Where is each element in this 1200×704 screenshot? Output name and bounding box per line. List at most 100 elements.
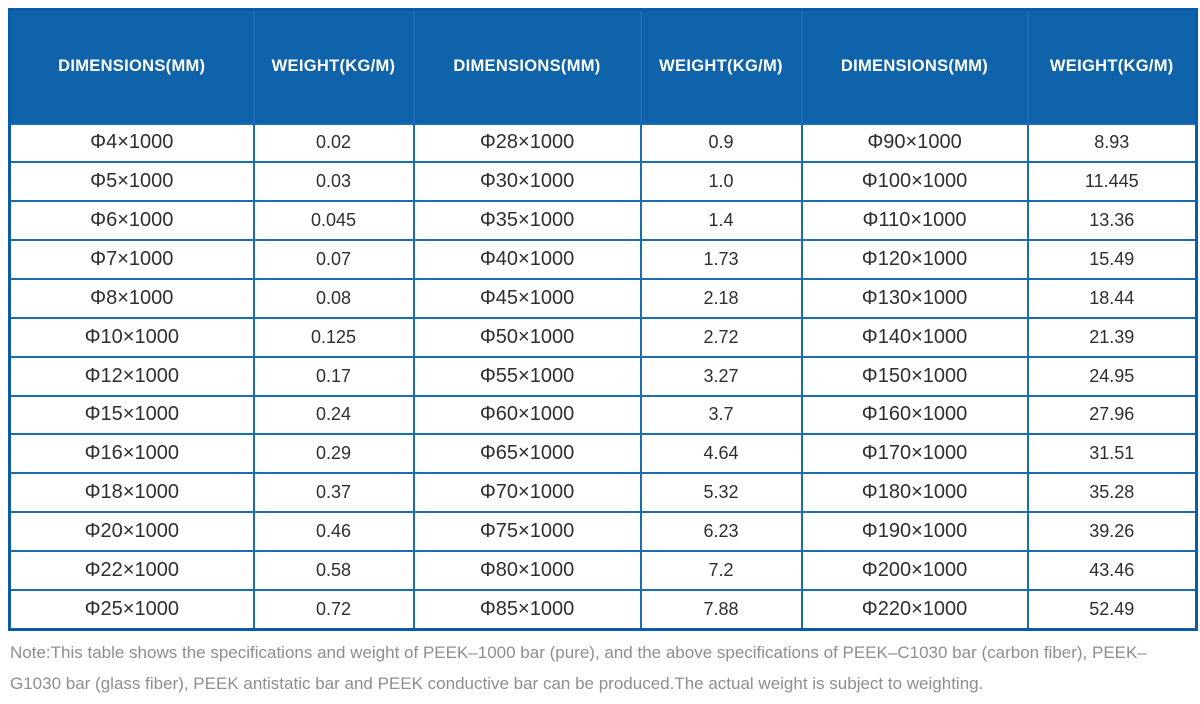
weight-cell: 0.58 [252,549,415,591]
weight-cell: 7.2 [639,549,803,591]
weight-cell: 39.26 [1026,511,1198,552]
dimension-cell: Φ30×1000 [412,161,642,203]
weight-cell: 35.28 [1026,472,1198,514]
weight-cell: 52.49 [1026,588,1198,631]
dimension-cell: Φ160×1000 [800,394,1029,436]
dimension-cell: Φ35×1000 [412,200,642,242]
dimension-cell: Φ65×1000 [412,433,642,475]
table-body: Φ4×1000 0.02 Φ28×1000 0.9 Φ90×1000 8.93 Φ5×100… [8,122,1198,631]
dimension-cell: Φ16×1000 [8,433,255,475]
weight-cell: 0.03 [252,161,415,203]
dimension-cell: Φ200×1000 [800,549,1029,591]
dimension-cell: Φ90×1000 [800,122,1029,164]
table-row: Φ22×1000 0.58 Φ80×1000 7.2 Φ200×1000 43.46 [8,549,1198,591]
weight-cell: 3.27 [639,355,803,397]
table-row: Φ16×1000 0.29 Φ65×1000 4.64 Φ170×1000 31.51 [8,433,1198,475]
table-row: Φ8×1000 0.08 Φ45×1000 2.18 Φ130×1000 18.44 [8,277,1198,319]
weight-cell: 1.0 [639,161,803,203]
table-row: Φ25×1000 0.72 Φ85×1000 7.88 Φ220×1000 52.49 [8,588,1198,631]
weight-cell: 5.32 [639,472,803,514]
col-header-dimensions-3: DIMENSIONS(MM) [800,8,1029,125]
table-row: Φ10×1000 0.125 Φ50×1000 2.72 Φ140×1000 21.39 [8,316,1198,358]
peek-bar-spec-table: DIMENSIONS(MM) WEIGHT(KG/M) DIMENSIONS(M… [8,8,1198,631]
col-header-weight-2: WEIGHT(KG/M) [639,8,803,125]
dimension-cell: Φ220×1000 [800,588,1029,631]
weight-cell: 0.02 [252,122,415,164]
dimension-cell: Φ55×1000 [412,355,642,397]
weight-cell: 0.07 [252,239,415,280]
dimension-cell: Φ120×1000 [800,239,1029,280]
weight-cell: 0.045 [252,200,415,242]
dimension-cell: Φ15×1000 [8,394,255,436]
weight-cell: 0.72 [252,588,415,631]
dimension-cell: Φ60×1000 [412,394,642,436]
dimension-cell: Φ50×1000 [412,316,642,358]
dimension-cell: Φ8×1000 [8,277,255,319]
weight-cell: 1.4 [639,200,803,242]
col-header-dimensions-1: DIMENSIONS(MM) [8,8,255,125]
weight-cell: 0.9 [639,122,803,164]
dimension-cell: Φ180×1000 [800,472,1029,514]
header-row: DIMENSIONS(MM) WEIGHT(KG/M) DIMENSIONS(M… [8,8,1198,125]
weight-cell: 27.96 [1026,394,1198,436]
weight-cell: 0.37 [252,472,415,514]
weight-cell: 11.445 [1026,161,1198,203]
dimension-cell: Φ6×1000 [8,200,255,242]
table-row: Φ20×1000 0.46 Φ75×1000 6.23 Φ190×1000 39.26 [8,511,1198,552]
weight-cell: 1.73 [639,239,803,280]
dimension-cell: Φ10×1000 [8,316,255,358]
dimension-cell: Φ20×1000 [8,511,255,552]
weight-cell: 4.64 [639,433,803,475]
table-row: Φ5×1000 0.03 Φ30×1000 1.0 Φ100×1000 11.445 [8,161,1198,203]
weight-cell: 6.23 [639,511,803,552]
dimension-cell: Φ170×1000 [800,433,1029,475]
table-row: Φ15×1000 0.24 Φ60×1000 3.7 Φ160×1000 27.96 [8,394,1198,436]
weight-cell: 7.88 [639,588,803,631]
weight-cell: 43.46 [1026,549,1198,591]
weight-cell: 0.125 [252,316,415,358]
table-row: Φ4×1000 0.02 Φ28×1000 0.9 Φ90×1000 8.93 [8,122,1198,164]
dimension-cell: Φ110×1000 [800,200,1029,242]
dimension-cell: Φ190×1000 [800,511,1029,552]
dimension-cell: Φ130×1000 [800,277,1029,319]
col-header-dimensions-2: DIMENSIONS(MM) [412,8,642,125]
dimension-cell: Φ85×1000 [412,588,642,631]
dimension-cell: Φ22×1000 [8,549,255,591]
dimension-cell: Φ140×1000 [800,316,1029,358]
dimension-cell: Φ40×1000 [412,239,642,280]
table-row: Φ12×1000 0.17 Φ55×1000 3.27 Φ150×1000 24.95 [8,355,1198,397]
weight-cell: 0.29 [252,433,415,475]
dimension-cell: Φ7×1000 [8,239,255,280]
weight-cell: 13.36 [1026,200,1198,242]
table-row: Φ7×1000 0.07 Φ40×1000 1.73 Φ120×1000 15.49 [8,239,1198,280]
table-row: Φ18×1000 0.37 Φ70×1000 5.32 Φ180×1000 35.28 [8,472,1198,514]
weight-cell: 0.08 [252,277,415,319]
weight-cell: 3.7 [639,394,803,436]
weight-cell: 15.49 [1026,239,1198,280]
dimension-cell: Φ100×1000 [800,161,1029,203]
dimension-cell: Φ75×1000 [412,511,642,552]
weight-cell: 0.46 [252,511,415,552]
dimension-cell: Φ4×1000 [8,122,255,164]
dimension-cell: Φ5×1000 [8,161,255,203]
col-header-weight-3: WEIGHT(KG/M) [1026,8,1198,125]
weight-cell: 2.72 [639,316,803,358]
dimension-cell: Φ25×1000 [8,588,255,631]
table-row: Φ6×1000 0.045 Φ35×1000 1.4 Φ110×1000 13.36 [8,200,1198,242]
weight-cell: 0.24 [252,394,415,436]
weight-cell: 8.93 [1026,122,1198,164]
weight-cell: 18.44 [1026,277,1198,319]
dimension-cell: Φ45×1000 [412,277,642,319]
weight-cell: 21.39 [1026,316,1198,358]
dimension-cell: Φ12×1000 [8,355,255,397]
weight-cell: 31.51 [1026,433,1198,475]
dimension-cell: Φ70×1000 [412,472,642,514]
dimension-cell: Φ28×1000 [412,122,642,164]
dimension-cell: Φ80×1000 [412,549,642,591]
weight-cell: 0.17 [252,355,415,397]
footnote: Note:This table shows the specifications… [10,643,1147,693]
weight-cell: 24.95 [1026,355,1198,397]
dimension-cell: Φ18×1000 [8,472,255,514]
col-header-weight-1: WEIGHT(KG/M) [252,8,415,125]
